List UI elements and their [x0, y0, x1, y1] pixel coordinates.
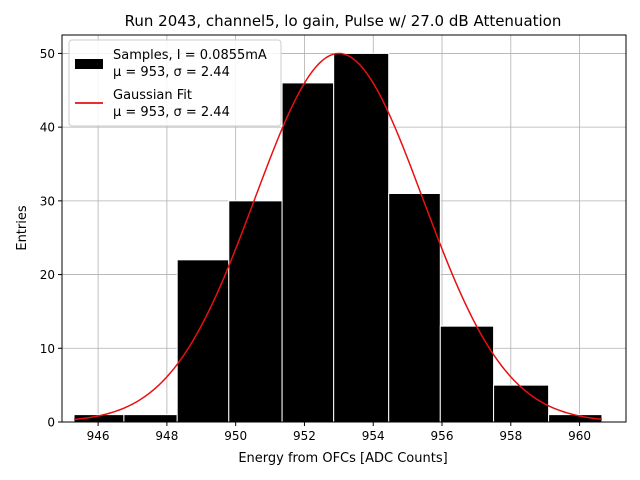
legend-box	[68, 39, 282, 127]
histogram-bar	[281, 82, 335, 423]
x-tick-label: 950	[224, 429, 247, 443]
y-tick-label: 40	[40, 121, 55, 135]
histogram-bar	[123, 414, 178, 423]
legend-fit-line2: μ = 953, σ = 2.44	[113, 105, 230, 120]
histogram-bar	[228, 200, 283, 423]
x-tick-label: 954	[362, 429, 385, 443]
legend-samples-line2: μ = 953, σ = 2.44	[113, 65, 230, 80]
y-axis-label: Entries	[15, 205, 30, 251]
legend: Samples, I = 0.0855mA μ = 953, σ = 2.44 …	[68, 39, 282, 127]
x-axis-ticks: 946 948 950 952 954 956 958 960	[87, 422, 591, 443]
x-tick-label: 960	[568, 429, 591, 443]
legend-fit-line1: Gaussian Fit	[113, 88, 192, 103]
x-tick-label: 946	[87, 429, 110, 443]
plot-frame	[61, 34, 627, 423]
x-tick-label: 958	[499, 429, 522, 443]
x-tick-label: 952	[293, 429, 316, 443]
x-axis-label: Energy from OFCs [ADC Counts]	[238, 451, 447, 466]
y-tick-label: 20	[40, 268, 55, 282]
histogram-bar	[333, 52, 390, 423]
x-tick-label: 948	[155, 429, 178, 443]
y-tick-label: 10	[40, 342, 55, 356]
y-tick-label: 30	[40, 194, 55, 208]
histogram-bar	[439, 325, 495, 423]
legend-samples-line1: Samples, I = 0.0855mA	[113, 48, 267, 63]
gaussian-fit-curve	[73, 52, 603, 421]
y-axis-ticks: 0 10 20 30 40 50	[40, 47, 62, 430]
y-tick-label: 0	[47, 416, 55, 430]
legend-samples-swatch	[75, 59, 103, 69]
histogram-bar	[388, 192, 441, 423]
chart-title: Run 2043, channel5, lo gain, Pulse w/ 27…	[125, 12, 562, 30]
y-tick-label: 50	[40, 47, 55, 61]
histogram-bars	[73, 52, 603, 423]
histogram-bar	[493, 384, 550, 423]
x-tick-label: 956	[431, 429, 454, 443]
